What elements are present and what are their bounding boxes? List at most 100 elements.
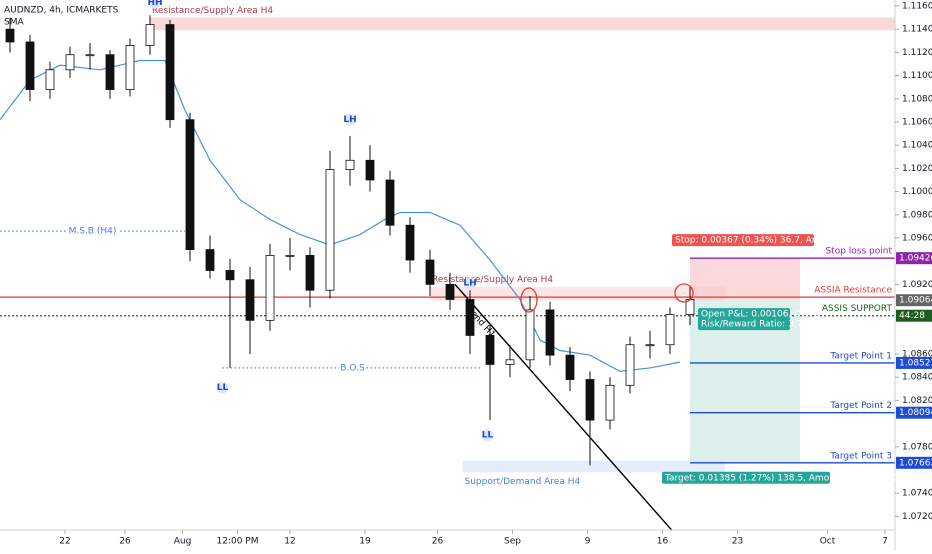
axis-price-label: 1.07662 (899, 458, 932, 468)
candle-body (185, 119, 195, 250)
candle-body (265, 254, 275, 321)
highlight-circle (520, 287, 538, 313)
symbol-title: AUDNZD, 4h, ICMARKETS (4, 6, 119, 16)
candle-body (305, 254, 315, 291)
indicator-name: SMA (4, 18, 24, 28)
y-tick-label: 1.07200 (902, 512, 932, 522)
x-tick-label: 26 (119, 537, 131, 547)
y-tick-label: 1.08200 (902, 396, 932, 406)
x-tick-label: Sep (504, 537, 521, 547)
x-tick-label: 9 (585, 537, 591, 547)
candle-body (365, 159, 375, 181)
level-label: ASSIA Resistance (814, 286, 892, 296)
candle-body (285, 254, 295, 257)
x-tick-label: Aug (174, 537, 192, 547)
y-tick-label: 1.10600 (902, 118, 932, 128)
y-tick-label: 1.11200 (902, 48, 932, 58)
axis-price-tag (896, 356, 932, 369)
target-label-bg (662, 471, 830, 484)
highlight-circle (674, 283, 694, 303)
candle-body (565, 354, 575, 380)
structure-label: B.O.S (340, 363, 365, 373)
swing-label: LH (463, 279, 476, 289)
candle-body (325, 169, 335, 291)
candle-body (405, 224, 415, 261)
structure-label: M.S.B (H4) (69, 227, 117, 237)
candle-body (5, 28, 15, 43)
candle-body (345, 159, 355, 170)
stop-label-bg (672, 234, 814, 247)
y-tick-label: 1.11400 (902, 25, 932, 35)
swing-marker (216, 381, 229, 394)
y-tick-label: 1.11600 (902, 2, 932, 12)
zone-label: Resistance/Supply Area H4 (432, 275, 553, 285)
stop-label: Stop: 0.00367 (0.34%) 36.7, Amount: 9940… (675, 236, 876, 246)
x-tick-label: 16 (657, 537, 669, 547)
level-label: Stop loss point (825, 247, 892, 257)
candle-body (25, 41, 35, 90)
zone (462, 460, 725, 473)
axis-price-label: 44:28 (899, 311, 925, 321)
y-tick-label: 1.08400 (902, 373, 932, 383)
y-tick-label: 1.10200 (902, 164, 932, 174)
swing-marker (464, 277, 476, 290)
axis-price-tag (896, 252, 932, 265)
zone (150, 17, 895, 31)
candle-body (605, 384, 615, 421)
axis-price-tag (896, 294, 932, 307)
candle-body (45, 69, 55, 90)
candle-body (645, 344, 655, 347)
candle-body (665, 314, 675, 346)
axis-price-label: 1.08523 (899, 358, 932, 368)
axis-price-label: 1.09426 (899, 254, 932, 264)
candle-body (445, 283, 455, 300)
x-tick-label: 12 (284, 537, 295, 547)
x-tick-label: 7 (882, 537, 888, 547)
x-tick-label: 19 (359, 537, 371, 547)
y-tick-label: 1.08600 (902, 350, 932, 360)
zone (430, 286, 725, 301)
pnl-label: Open P&L: 0.00106, Qty: 1 (701, 310, 821, 320)
swing-marker (344, 113, 356, 126)
y-tick-label: 1.09600 (902, 234, 932, 244)
zone-label: Support/Demand Area H4 (465, 477, 581, 487)
axes: 1.11600 1.11400 1.11200 1.11000 1.10800 1.106… (59, 2, 932, 547)
candle-body (105, 54, 115, 90)
pnl-box (698, 308, 790, 331)
x-tick-label: 22 (59, 537, 70, 547)
y-tick-label: 1.10800 (902, 94, 932, 104)
axis-price-tag (896, 406, 932, 419)
candle-body (505, 359, 515, 365)
trend-line (454, 283, 673, 530)
swing-marker (149, 0, 161, 9)
swing-label: HH (147, 0, 162, 8)
candle-body (85, 54, 95, 57)
level-label: Target Point 2 (829, 401, 892, 411)
candle-body (385, 179, 395, 226)
y-tick-label: 1.10000 (902, 187, 932, 197)
candle-body (205, 249, 215, 271)
x-tick-label: 12:00 PM (217, 537, 259, 547)
candle-body (245, 279, 255, 321)
x-tick-label: Oct (820, 537, 836, 547)
candle-body (625, 344, 635, 386)
sma-line (0, 59, 681, 373)
x-tick-label: 23 (732, 537, 743, 547)
swing-label: LL (482, 431, 494, 441)
candle-body (465, 299, 475, 336)
level-label: Target Point 1 (829, 351, 892, 361)
candle-body (525, 309, 535, 361)
x-tick-label: 26 (432, 537, 444, 547)
y-tick-label: 1.10400 (902, 141, 932, 151)
axis-price-tag (896, 309, 932, 322)
candle-body (585, 379, 595, 421)
swing-label: LL (217, 383, 229, 393)
candle-body (485, 335, 495, 365)
level-label: Target Point 3 (829, 451, 892, 461)
candle-body (65, 54, 75, 71)
y-tick-label: 1.09200 (902, 280, 932, 290)
y-tick-label: 1.07400 (902, 489, 932, 499)
swing-marker (481, 429, 494, 442)
y-tick-label: 1.07800 (902, 442, 932, 452)
